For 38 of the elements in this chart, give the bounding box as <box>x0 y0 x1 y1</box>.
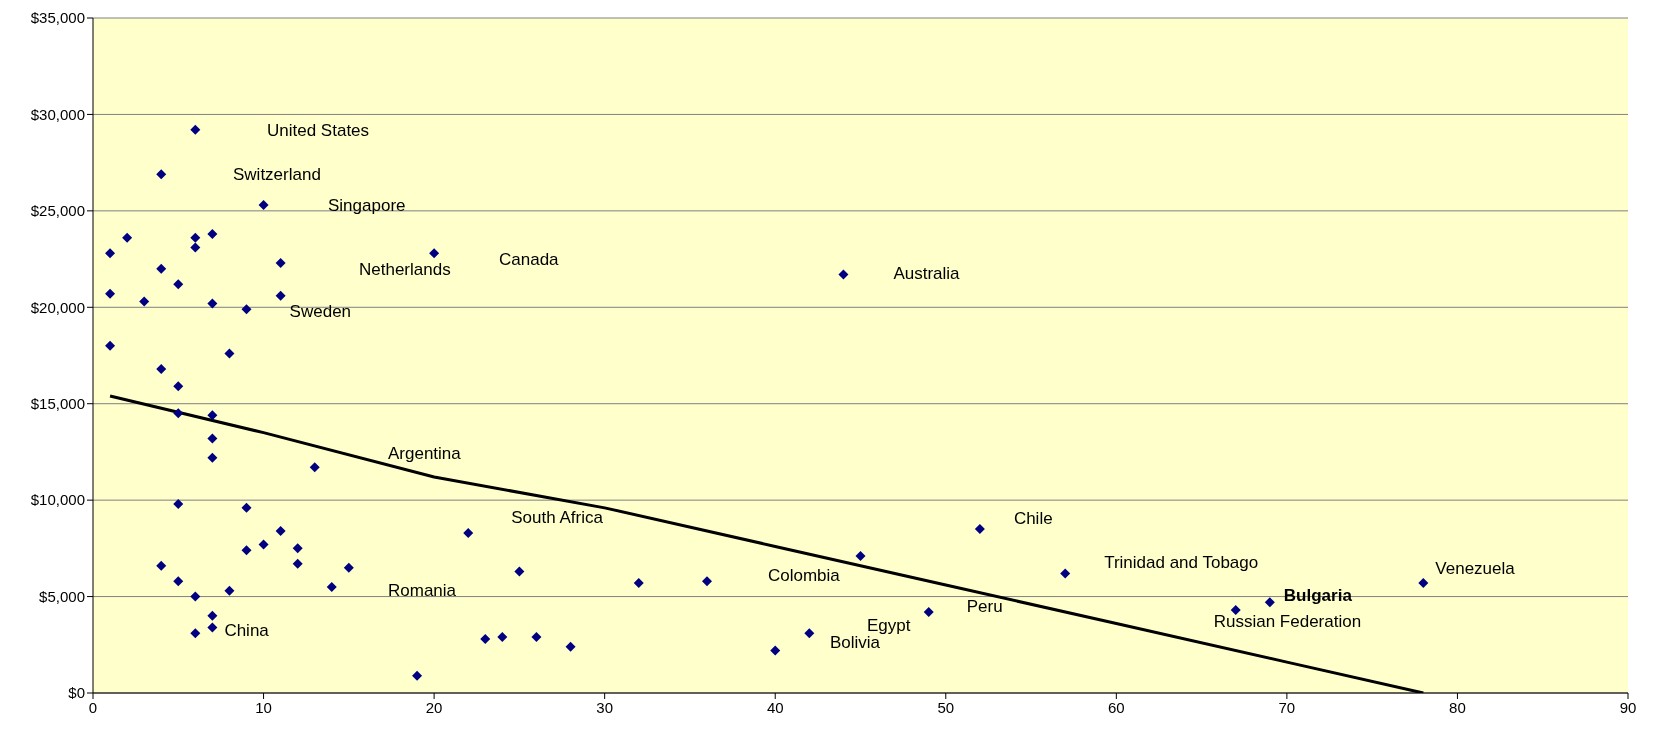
annotation: Bulgaria <box>1283 585 1353 605</box>
annotation: Egypt <box>867 616 911 636</box>
annotation: China <box>224 620 270 640</box>
annotation: Argentina <box>388 444 462 464</box>
x-tick-label: 30 <box>596 699 614 716</box>
annotation: Russian Federation <box>1213 611 1362 631</box>
y-tick-label: $10,000 <box>30 491 85 509</box>
annotation: Colombia <box>768 566 841 586</box>
annotation: Sweden <box>289 302 352 322</box>
annotation: Bolivia <box>830 633 881 653</box>
x-tick-label: 20 <box>425 699 443 716</box>
x-tick-label: 10 <box>255 699 272 716</box>
annotation: Singapore <box>328 196 406 216</box>
annotation: Chile <box>1013 508 1053 528</box>
x-tick-label: 50 <box>937 699 955 716</box>
annotation: Australia <box>893 263 961 283</box>
annotation: Romania <box>388 581 457 601</box>
annotation: United States <box>267 121 370 141</box>
x-tick-label: 90 <box>1619 699 1637 716</box>
x-tick-label: 80 <box>1449 699 1466 716</box>
y-tick-label: $25,000 <box>30 202 85 220</box>
x-tick-label: 40 <box>766 699 784 716</box>
x-tick-label: 0 <box>88 699 98 716</box>
y-tick-label: $35,000 <box>30 9 85 27</box>
y-tick-label: $5,000 <box>39 587 85 605</box>
annotation: Netherlands <box>359 260 451 280</box>
annotation: Canada <box>499 250 560 270</box>
y-tick-label: $30,000 <box>30 105 85 123</box>
y-tick-label: $20,000 <box>30 298 85 316</box>
annotation: Switzerland <box>233 165 321 185</box>
annotation: Venezuela <box>1435 558 1516 578</box>
x-tick-label: 60 <box>1107 699 1125 716</box>
y-tick-label: $0 <box>68 684 85 702</box>
annotation: South Africa <box>511 508 604 528</box>
annotation: Peru <box>966 597 1003 617</box>
y-tick-label: $15,000 <box>30 395 85 413</box>
x-tick-label: 70 <box>1278 699 1296 716</box>
annotation: Trinidad and Tobago <box>1104 552 1259 572</box>
